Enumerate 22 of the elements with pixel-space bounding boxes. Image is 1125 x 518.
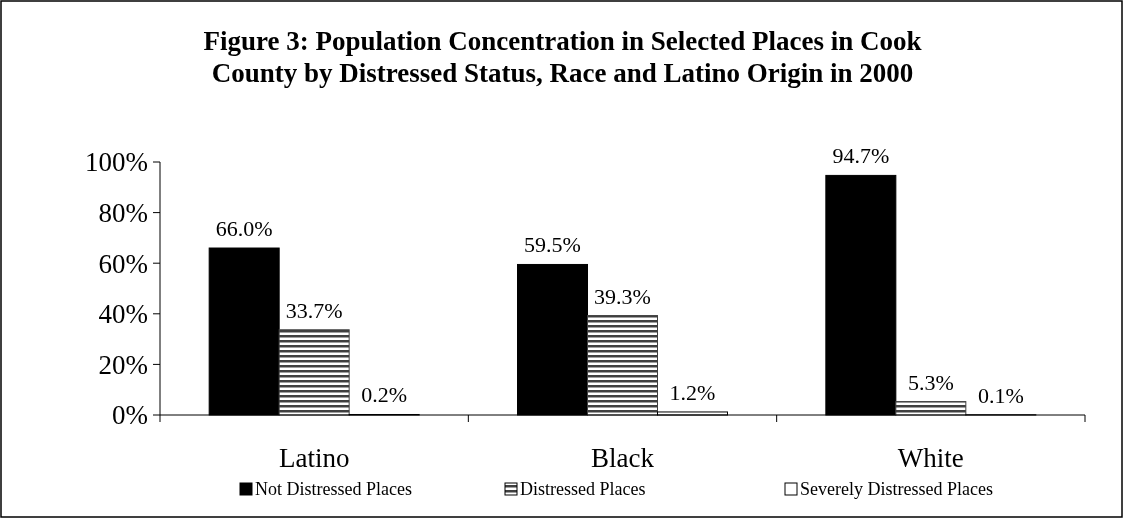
y-tick-label: 40%	[98, 299, 148, 330]
legend-label: Not Distressed Places	[255, 479, 412, 499]
data-label: 59.5%	[524, 232, 581, 258]
data-label: 39.3%	[594, 283, 651, 309]
legend-label: Distressed Places	[520, 479, 646, 499]
data-label: 1.2%	[669, 379, 716, 405]
data-label: 0.2%	[361, 382, 408, 408]
data-label: 5.3%	[907, 369, 954, 395]
y-tick-label: 0%	[112, 400, 148, 431]
data-label: 33.7%	[285, 297, 343, 323]
data-label: 94.7%	[832, 143, 890, 169]
y-tick-label: 60%	[98, 248, 148, 279]
x-tick-label: Latino	[278, 443, 350, 473]
y-tick-label: 80%	[98, 198, 148, 229]
x-tick-label: Black	[591, 443, 655, 473]
chart-title: Figure 3: Population Concentration in Selected Places in Cook County by Distressed Status, Race and Latino Origin in 2000	[203, 26, 922, 88]
x-tick-label: White	[897, 443, 964, 473]
data-label: 0.1%	[977, 382, 1024, 408]
data-label: 66.0%	[215, 216, 273, 242]
y-tick-label: 20%	[98, 349, 148, 380]
legend-label: Severely Distressed Places	[800, 479, 993, 499]
y-tick-label: 100%	[85, 147, 148, 178]
